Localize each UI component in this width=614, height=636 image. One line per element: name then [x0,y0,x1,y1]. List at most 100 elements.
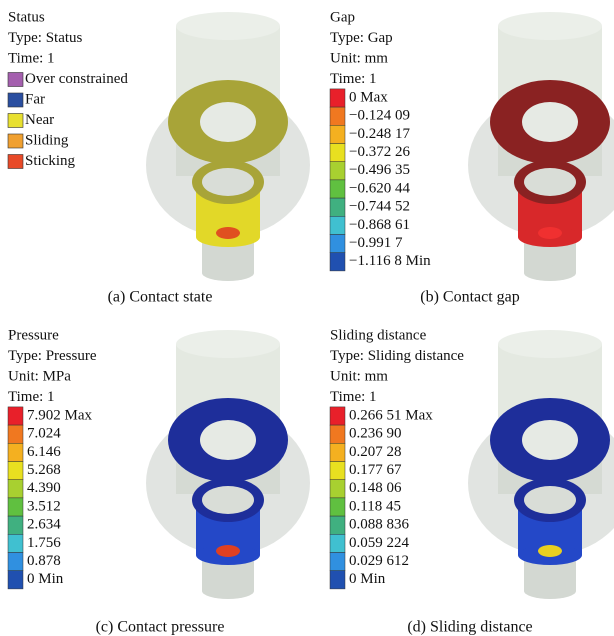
legend-swatch [8,516,23,534]
header-line: Pressure [8,327,59,343]
legend-label: 0.148 06 [349,480,402,496]
legend-swatch [330,125,345,143]
lower-ring-hole [202,168,254,196]
model [146,330,310,599]
panel: Pressure Type: Pressure Unit: MPa Time: 1 7.… [8,327,310,635]
header-line: Type: Pressure [8,348,97,364]
figure: StatusType: StatusTime: 1Over constraine… [0,0,614,636]
legend-swatch [330,443,345,461]
contact-spot [538,227,562,239]
lower-ring-hole [524,168,576,196]
legend-swatch [330,480,345,498]
legend-swatch [8,407,23,425]
legend-label: 0.177 67 [349,462,402,478]
legend-label: Sliding [25,132,69,148]
header-line: Type: Status [8,30,83,46]
contact-spot [538,545,562,557]
legend-label: −0.991 7 [349,235,403,251]
legend-label: −0.744 52 [349,199,410,215]
legend-label: 0.118 45 [349,498,401,514]
legend-label: 0 Min [27,571,64,587]
lower-stub-bottom [202,583,254,599]
legend-label: 0.059 224 [349,535,410,551]
header-line: Time: 1 [8,389,55,405]
contact-spot [216,545,240,557]
legend-label: 4.390 [27,480,61,496]
header-line: Sliding distance [330,327,427,343]
header-line: Time: 1 [8,50,55,66]
header-line: Unit: MPa [8,368,71,384]
legend-swatch [8,498,23,516]
legend-swatch [8,134,23,148]
legend-swatch [330,534,345,552]
legend-swatch [330,180,345,198]
legend-label: 0.029 612 [349,553,409,569]
legend-swatch [330,498,345,516]
legend-label: 0 Max [349,89,388,105]
lower-ring-hole [202,486,254,514]
legend-label: 0.878 [27,553,61,569]
caption: (d) Sliding distance [407,619,532,636]
header-line: Unit: mm [330,50,388,66]
lower-stub-bottom [202,265,254,281]
legend-swatch [8,425,23,443]
legend-swatch [330,198,345,216]
legend-swatch [8,93,23,107]
lower-ring-hole [524,486,576,514]
legend-swatch [330,144,345,162]
upper-cylinder-top [498,330,602,358]
lower-stub-bottom [524,265,576,281]
header-line: Unit: mm [330,368,388,384]
legend-label: −0.124 09 [349,108,410,124]
legend-swatch [330,235,345,253]
header-line: Gap [330,9,355,25]
upper-cylinder-top [176,12,280,40]
legend-swatch [8,553,23,571]
upper-cylinder-top [176,330,280,358]
legend-label: 5.268 [27,462,61,478]
legend-swatch [330,253,345,271]
legend-swatch [8,571,23,589]
legend-label: 0 Min [349,571,386,587]
upper-ring-hole [200,420,256,460]
legend-label: −0.372 26 [349,144,410,160]
legend-label: 0.088 836 [349,517,410,533]
legend-label: 1.756 [27,535,61,551]
legend-swatch [330,571,345,589]
legend-label: 3.512 [27,498,61,514]
legend-label: −0.496 35 [349,162,410,178]
header-line: Time: 1 [330,71,377,87]
upper-ring-hole [522,420,578,460]
upper-cylinder-top [498,12,602,40]
legend-label: 7.902 Max [27,407,92,423]
legend-swatch [330,553,345,571]
legend-label: Sticking [25,153,76,169]
legend-label: Near [25,112,54,128]
legend-label: 0.207 28 [349,444,402,460]
legend-label: −0.868 61 [349,217,410,233]
legend-label: −1.116 8 Min [349,253,431,269]
legend-label: 6.146 [27,444,61,460]
legend-swatch [8,534,23,552]
legend-swatch [330,407,345,425]
legend-swatch [330,89,345,107]
legend-swatch [330,425,345,443]
legend-label: −0.620 44 [349,180,410,196]
caption: (a) Contact state [108,289,213,306]
caption: (b) Contact gap [420,289,520,306]
legend-swatch [8,73,23,87]
legend-swatch [330,462,345,480]
legend-label: 0.236 90 [349,426,402,442]
legend-swatch [330,516,345,534]
legend-label: 0.266 51 Max [349,407,433,423]
legend-label: 2.634 [27,517,61,533]
model [468,330,614,599]
header-line: Time: 1 [330,389,377,405]
legend-swatch [8,155,23,169]
legend-swatch [330,216,345,234]
legend-swatch [330,107,345,125]
legend-label: −0.248 17 [349,126,410,142]
